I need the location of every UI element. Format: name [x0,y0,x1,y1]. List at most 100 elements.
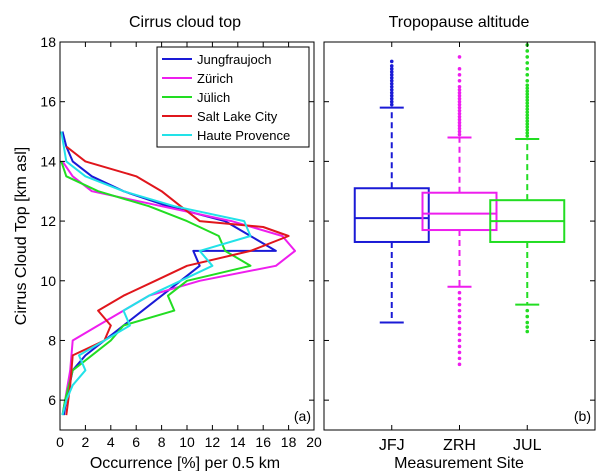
x-tick-label: 6 [132,434,140,450]
legend-label-4: Haute Provence [197,128,290,143]
outlier-point [389,64,394,68]
legend-label-1: Zürich [197,71,233,86]
outlier-point [389,73,394,77]
panel-a: Cirrus cloud top 0 2 4 6 8 10 12 14 16 18 20 6 8 10 12… [13,14,322,471]
outlier-point [389,93,394,98]
outlier-point [457,320,462,325]
box-ZRH [421,55,498,367]
outlier-point [457,87,462,92]
outlier-point [457,350,462,355]
outlier-point [457,90,462,95]
outlier-point [457,73,462,77]
x-tick-label: 12 [205,434,221,450]
outlier-point [457,67,462,71]
outlier-point [457,55,462,59]
category-label-ZRH: ZRH [443,437,476,454]
panel-a-y-axis-label: Cirrus Cloud Top [km asl] [13,147,30,325]
x-tick-label: 4 [107,434,115,450]
outlier-point [457,344,462,349]
panel-b-ticks: JFJ ZRH JUL [324,41,595,454]
outlier-point [525,116,530,120]
outlier-point [525,125,530,129]
outlier-point [457,126,462,131]
outlier-point [457,96,462,101]
outlier-point [525,104,530,108]
outlier-point [525,61,530,65]
outlier-point [525,320,530,325]
outlier-point [457,102,462,107]
x-tick-label: 8 [158,434,166,450]
legend-items: Jungfraujoch Zürich Jülich Salt Lake City Ha… [162,52,290,143]
x-tick-label: 2 [82,434,90,450]
panel-b-title: Tropopause altitude [389,14,530,31]
outlier-point [525,83,530,88]
legend: Jungfraujoch Zürich Jülich Salt Lake City Ha… [156,46,310,148]
outlier-point [457,296,462,301]
outlier-point [457,79,462,83]
outlier-point [389,99,394,104]
panel-a-label: (a) [294,408,311,424]
x-tick-label: 10 [179,434,195,450]
outlier-point [389,81,394,86]
outlier-point [525,110,530,114]
category-label-JUL: JUL [513,437,542,454]
outlier-point [525,95,530,100]
panel-b-x-axis-label: Measurement Site [394,455,524,471]
outlier-point [457,108,462,113]
x-tick-label: 18 [281,434,297,450]
outlier-point [525,107,530,111]
outlier-point [525,67,530,71]
legend-label-2: Jülich [197,90,230,105]
outlier-point [525,73,530,77]
outlier-point [457,314,462,319]
outlier-point [457,93,462,98]
outlier-point [525,89,530,94]
x-tick-label: 0 [56,434,64,450]
outlier-point [389,76,394,80]
panel-b-label: (b) [574,408,591,424]
outlier-point [389,90,394,95]
outlier-point [457,111,462,116]
outlier-point [457,117,462,122]
outlier-point [525,128,530,132]
outlier-point [457,362,462,367]
outlier-point [457,99,462,104]
outlier-point [457,105,462,110]
outlier-point [525,49,530,53]
panel-a-title: Cirrus cloud top [129,14,241,31]
outlier-point [525,113,530,117]
outlier-point [389,67,394,71]
y-tick-label: 6 [48,392,56,408]
outlier-point [457,120,462,125]
outlier-point [389,102,394,107]
series-line-0 [61,131,277,416]
outlier-point [389,70,394,74]
legend-label-0: Jungfraujoch [197,52,271,67]
legend-label-3: Salt Lake City [197,109,278,124]
outlier-point [389,84,394,89]
x-tick-label: 16 [255,434,271,450]
outlier-point [457,356,462,361]
outlier-point [525,134,530,138]
y-tick-label: 16 [40,94,56,110]
y-tick-label: 10 [40,273,56,289]
outlier-point [389,87,394,92]
y-tick-label: 8 [48,332,56,348]
panel-b: Tropopause altitude JFJ ZRH JUL Measuremen… [323,14,596,471]
outlier-point [457,129,462,134]
series-line-2 [60,161,252,416]
outlier-point [457,326,462,331]
series-line-3 [65,145,290,416]
outlier-point [457,338,462,343]
outlier-point [525,314,530,319]
outlier-point [525,92,530,97]
y-tick-label: 14 [40,153,56,169]
iqr-box [353,187,430,243]
outlier-point [525,122,530,126]
outlier-point [457,114,462,119]
box-JFJ [353,59,430,324]
series-line-4 [60,131,252,416]
panel-a-x-axis-label: Occurrence [%] per 0.5 km [90,455,280,471]
outlier-point [525,131,530,135]
